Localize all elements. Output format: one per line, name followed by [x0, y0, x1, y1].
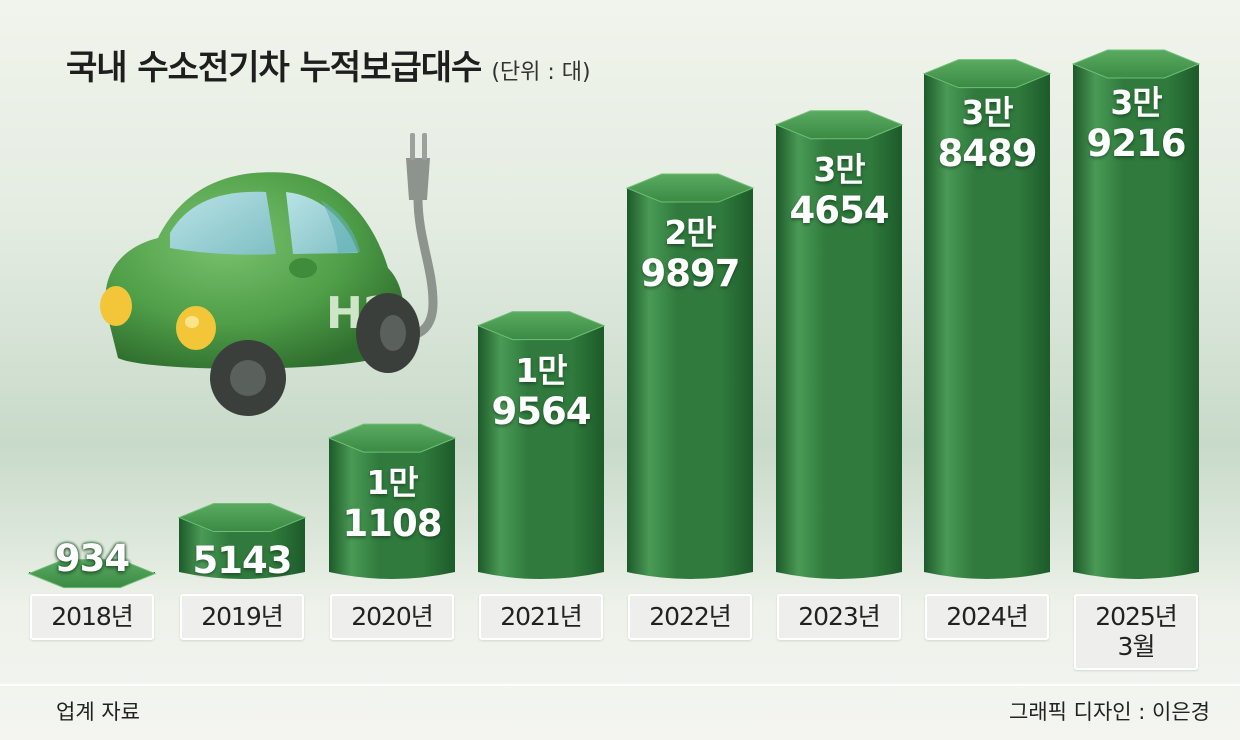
bar-value-label: 3만 9216: [1086, 82, 1187, 165]
hydrogen-car-illustration: H2: [100, 133, 438, 416]
year-label: 2018년: [30, 594, 154, 640]
bar-value-label: 1만 9564: [491, 350, 592, 433]
bar-value-line: 1만: [366, 463, 418, 503]
bar-body-3: [478, 325, 604, 579]
bar-cap-1: [177, 503, 307, 533]
bar-cap-4: [625, 173, 755, 203]
bar-7: [1071, 49, 1201, 579]
bar-value-label: 2만 9897: [640, 212, 741, 296]
bar-body-2: [329, 438, 455, 579]
year-label: 2021년: [479, 594, 603, 640]
year-label-line: 2023년: [798, 602, 881, 631]
bar-2: [327, 423, 457, 579]
bar-4: [625, 173, 755, 579]
bar-value-line: 9564: [491, 389, 592, 433]
bar-value-line: 2만: [664, 213, 716, 253]
year-label: 2023년: [777, 594, 901, 640]
bar-value-line: 9897: [640, 252, 741, 296]
year-label: 2020년: [330, 594, 454, 640]
bar-value-line: 4654: [789, 188, 890, 232]
bar-value-line: 1108: [342, 502, 443, 546]
year-label: 2025년 3월: [1074, 594, 1198, 670]
bar-1: [177, 503, 307, 579]
bar-value-line: 8489: [937, 131, 1038, 175]
year-label-line: 2022년: [649, 602, 732, 631]
bar-body-5: [776, 124, 902, 579]
bar-body-7: [1073, 64, 1199, 579]
bar-value-label: 1만 1108: [342, 462, 443, 546]
year-label: 2024년: [925, 594, 1049, 640]
bar-body-6: [924, 73, 1050, 580]
bar-0: [27, 559, 157, 589]
year-label-line: 3월: [1117, 632, 1156, 661]
bar-value-label: 934: [54, 536, 130, 580]
chart-title: 국내 수소전기차 누적보급대수 (단위 : 대): [66, 40, 591, 89]
bar-value-label: 5143: [192, 538, 293, 582]
bar-value-line: 9216: [1086, 122, 1187, 165]
credit-text: 그래픽 디자인 : 이은경: [1009, 700, 1210, 724]
year-label-line: 2021년: [500, 602, 583, 631]
bar-3: [476, 311, 606, 579]
bar-value-line: 5143: [192, 538, 293, 582]
bar-cap-2: [327, 423, 457, 453]
bar-cap-6: [922, 59, 1052, 89]
bar-value-line: 3만: [961, 92, 1013, 132]
footer-divider: [0, 684, 1240, 686]
year-label-line: 2025년: [1095, 602, 1178, 631]
unit-label: (단위 : 대): [491, 60, 591, 85]
year-label: 2022년: [628, 594, 752, 640]
year-label-line: 2024년: [946, 602, 1029, 631]
bar-6: [922, 59, 1052, 580]
bar-value-line: 934: [54, 536, 130, 580]
bar-value-label: 3만 8489: [937, 92, 1038, 175]
bar-value-line: 1만: [515, 350, 567, 390]
year-label-line: 2019년: [201, 602, 284, 631]
chart-title-text: 국내 수소전기차 누적보급대수: [66, 48, 482, 88]
bar-5: [774, 110, 904, 579]
source-text: 업계 자료: [56, 700, 140, 724]
bar-body-1: [179, 517, 305, 579]
bar-cap-7: [1071, 49, 1201, 79]
bar-body-4: [627, 188, 753, 579]
year-label: 2019년: [180, 594, 304, 640]
bar-value-label: 3만 4654: [789, 149, 890, 232]
year-label-line: 2018년: [51, 602, 134, 631]
bar-cap-3: [476, 311, 606, 341]
bar-value-line: 3만: [813, 149, 865, 189]
year-label-line: 2020년: [351, 602, 434, 631]
bar-value-line: 3만: [1110, 83, 1162, 122]
bar-cap-0: [27, 559, 157, 589]
bar-cap-5: [774, 110, 904, 140]
